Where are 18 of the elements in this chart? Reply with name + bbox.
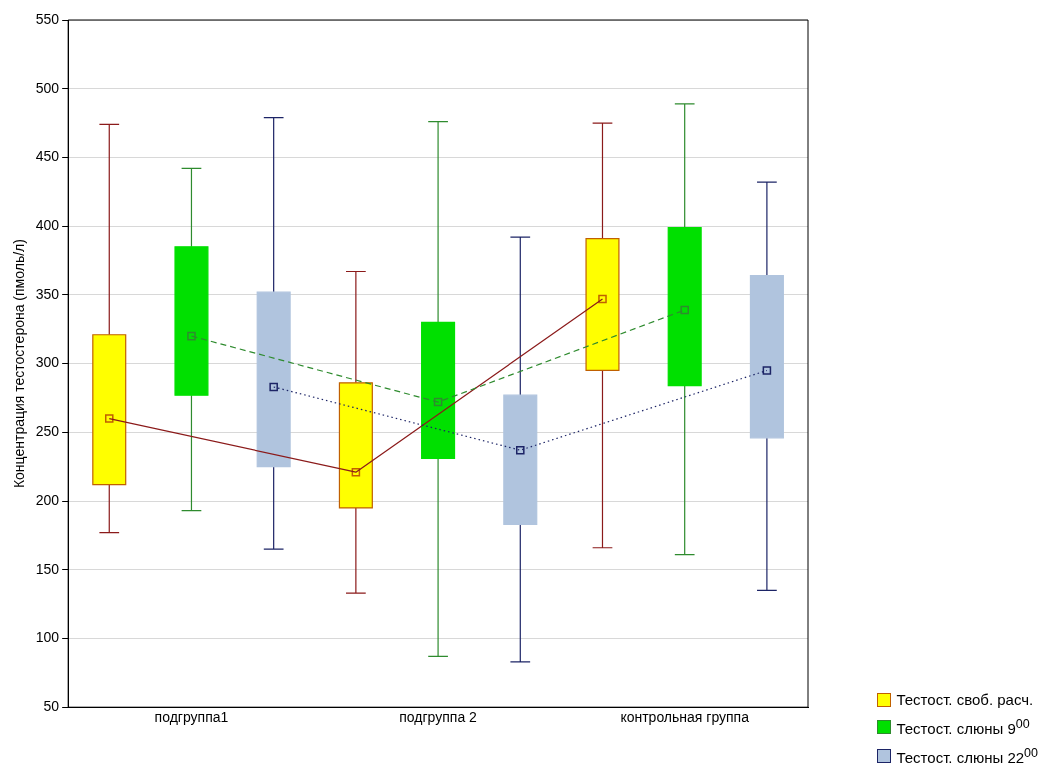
x-tick-label: контрольная группа (620, 709, 750, 726)
y-tick-label: 500 (35, 79, 60, 96)
y-tick-label: 350 (35, 285, 60, 302)
y-tick-label: 200 (35, 491, 60, 508)
y-tick-label: 50 (43, 698, 60, 715)
y-tick-label: 550 (35, 10, 60, 27)
y-tick-label: 250 (35, 423, 60, 440)
y-tick-label: 100 (35, 629, 60, 646)
x-tick-label: подгруппа1 (154, 709, 229, 726)
y-tick-label: 300 (35, 354, 60, 371)
y-tick-label: 150 (35, 560, 60, 577)
y-tick-label: 450 (35, 148, 60, 165)
x-tick-label: подгруппа 2 (399, 709, 478, 726)
legend-label: Тестост. своб. расч. (896, 690, 1034, 710)
legend-label: Тестост. слюны 9$^{00}$ (896, 716, 1030, 739)
y-tick-label: 400 (35, 217, 60, 234)
y-axis-title: Концентрация тестостерона (пмоль/л) (11, 239, 28, 489)
legend-label: Тестост. слюны 22$^{00}$ (896, 745, 1038, 768)
